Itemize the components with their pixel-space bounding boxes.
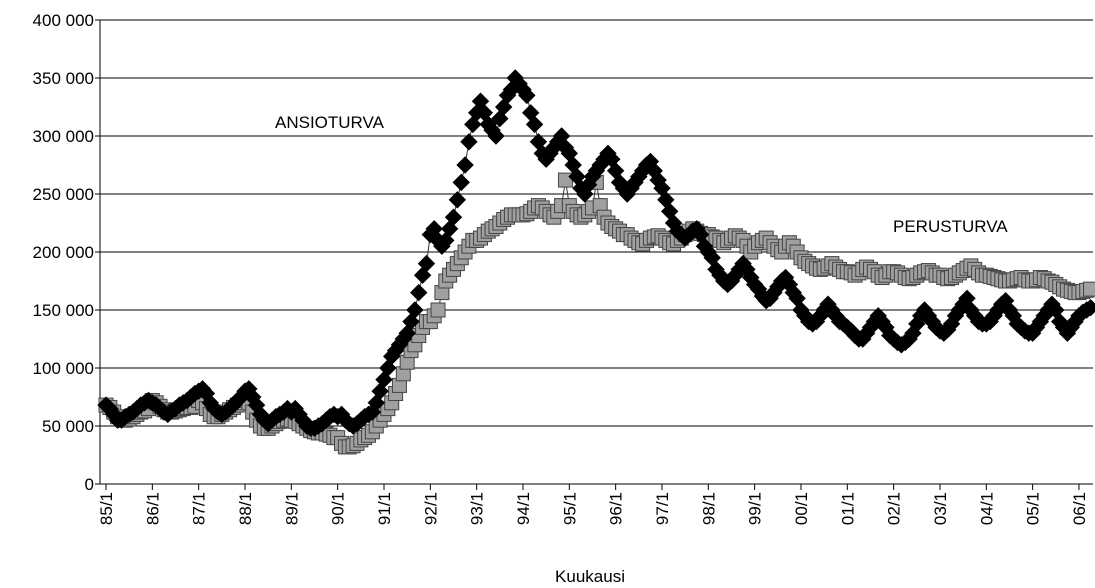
y-tick-label: 0 — [85, 475, 94, 494]
x-tick-label: 00/1 — [792, 492, 811, 525]
x-tick-label: 98/1 — [699, 492, 718, 525]
x-tick-label: 02/1 — [885, 492, 904, 525]
y-tick-label: 100 000 — [33, 359, 94, 378]
x-tick-label: 01/1 — [838, 492, 857, 525]
data-point — [410, 283, 428, 302]
x-tick-label: 99/1 — [746, 492, 765, 525]
x-tick-label: 04/1 — [977, 492, 996, 525]
x-tick-label: 90/1 — [329, 492, 348, 525]
annotation: ANSIOTURVA — [275, 113, 385, 132]
y-tick-label: 200 000 — [33, 243, 94, 262]
x-tick-label: 06/1 — [1070, 492, 1089, 525]
y-tick-label: 250 000 — [33, 185, 94, 204]
x-tick-label: 89/1 — [282, 492, 301, 525]
x-tick-label: 96/1 — [607, 492, 626, 525]
data-point — [448, 191, 467, 209]
x-tick-label: 94/1 — [514, 492, 533, 525]
y-tick-label: 350 000 — [33, 69, 94, 88]
x-axis-title: Kuukausi — [555, 567, 625, 586]
series — [98, 172, 1095, 455]
data-point — [1083, 281, 1095, 297]
x-tick-label: 91/1 — [375, 492, 394, 525]
data-point — [518, 86, 536, 105]
annotation: PERUSTURVA — [893, 217, 1008, 236]
x-tick-label: 97/1 — [653, 492, 672, 525]
data-point — [452, 173, 470, 192]
x-tick-label: 92/1 — [421, 492, 440, 525]
series — [97, 69, 1095, 438]
x-tick-label: 95/1 — [560, 492, 579, 525]
data-point — [444, 208, 463, 226]
data-point — [406, 301, 424, 319]
data-point — [487, 127, 505, 145]
x-tick-label: 85/1 — [97, 492, 116, 525]
y-tick-label: 50 000 — [42, 417, 94, 436]
x-tick-label: 05/1 — [1024, 492, 1043, 525]
x-tick-label: 88/1 — [236, 492, 255, 525]
x-tick-label: 87/1 — [190, 492, 209, 525]
y-tick-label: 300 000 — [33, 127, 94, 146]
x-tick-label: 86/1 — [143, 492, 162, 525]
data-point — [417, 254, 436, 273]
series-line — [105, 76, 1091, 429]
x-tick-label: 03/1 — [931, 492, 950, 525]
data-point — [456, 156, 474, 174]
data-point — [525, 115, 544, 134]
y-tick-label: 400 000 — [33, 11, 94, 30]
data-point — [460, 133, 478, 151]
x-tick-label: 93/1 — [468, 492, 487, 525]
y-tick-label: 150 000 — [33, 301, 94, 320]
data-point — [430, 302, 446, 318]
data-point — [1081, 298, 1095, 317]
